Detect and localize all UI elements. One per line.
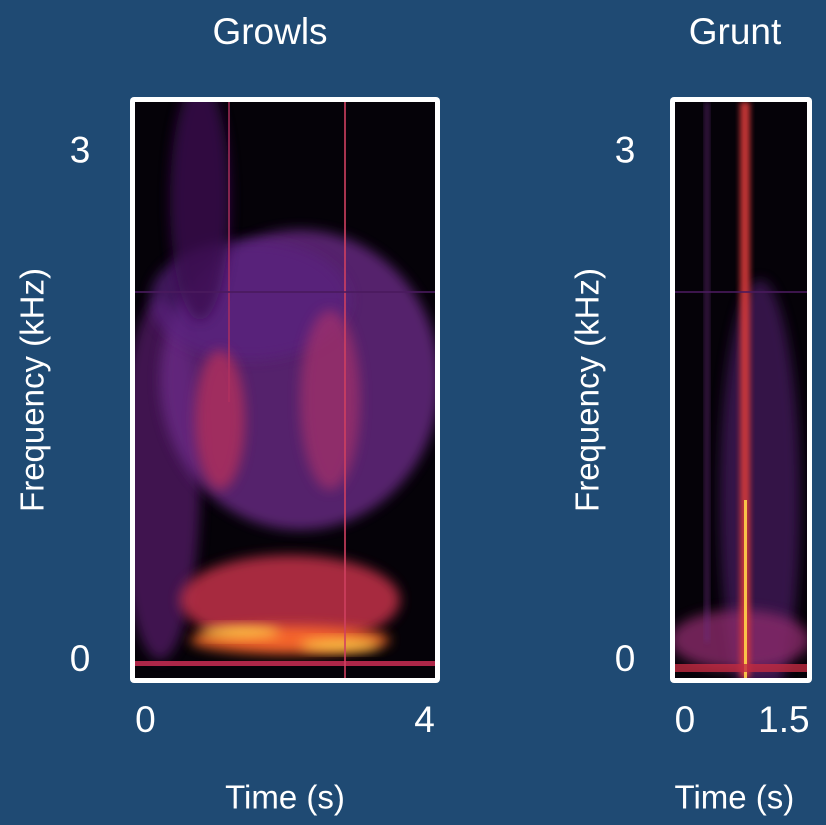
chart-title: Growls — [212, 11, 327, 52]
y-axis-label: Frequency (kHz) — [569, 268, 606, 512]
y-tick-label: 0 — [70, 638, 91, 679]
spectrogram-texture — [300, 310, 360, 490]
x-axis-label: Time (s) — [225, 779, 345, 816]
x-tick-label: 0 — [675, 699, 696, 740]
x-tick-label: 4 — [414, 699, 435, 740]
spectrogram-texture — [344, 102, 346, 678]
y-tick-label: 3 — [70, 130, 91, 171]
spectrogram-image — [675, 102, 807, 678]
spectrogram-texture — [135, 661, 435, 666]
spectrogram-image — [135, 102, 435, 678]
spectrogram-texture — [200, 626, 280, 638]
spectrogram-texture — [135, 291, 435, 293]
spectrogram-texture — [228, 102, 230, 402]
spectrogram-texture — [195, 350, 245, 490]
y-tick-label: 0 — [615, 638, 636, 679]
x-tick-label: 1.5 — [758, 699, 809, 740]
chart-title: Grunt — [689, 11, 782, 52]
x-tick-label: 0 — [135, 699, 156, 740]
spectrogram-texture — [675, 291, 807, 293]
spectrogram-texture — [675, 664, 807, 672]
spectrogram-texture — [744, 500, 747, 678]
spectrogram-texture — [705, 102, 709, 642]
y-tick-label: 3 — [615, 130, 636, 171]
x-axis-label: Time (s) — [675, 779, 795, 816]
spectrogram-texture — [170, 102, 230, 320]
y-axis-label: Frequency (kHz) — [14, 268, 51, 512]
spectrogram-texture — [300, 639, 380, 651]
spectrogram-texture — [740, 102, 750, 678]
